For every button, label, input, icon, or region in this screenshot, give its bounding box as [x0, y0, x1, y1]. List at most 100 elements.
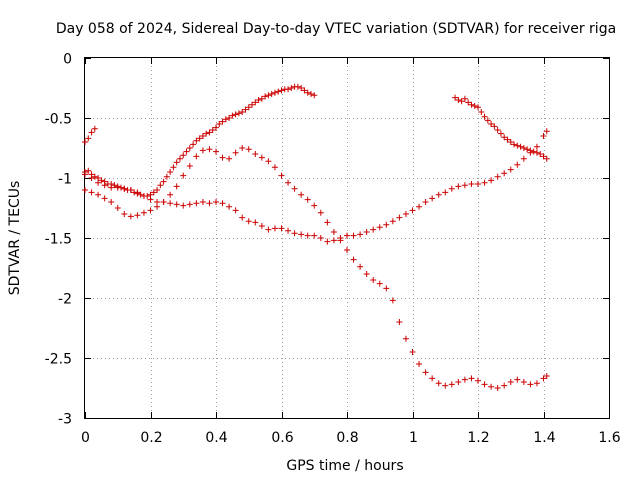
data-point — [213, 199, 219, 205]
data-point — [501, 134, 508, 141]
data-point — [258, 223, 265, 229]
data-point — [475, 181, 481, 187]
data-point — [298, 231, 305, 238]
data-point — [298, 85, 305, 91]
data-point — [147, 207, 154, 214]
data-point — [232, 207, 239, 214]
data-point — [370, 226, 377, 233]
data-point — [294, 83, 301, 90]
data-point — [196, 135, 203, 142]
data-point — [429, 195, 436, 202]
data-point — [232, 149, 239, 156]
satellite-track-4 — [82, 128, 550, 245]
data-point — [452, 94, 459, 101]
data-point — [461, 182, 468, 189]
data-point — [533, 143, 540, 150]
data-point — [140, 193, 147, 199]
data-point — [324, 238, 331, 245]
data-point — [461, 376, 468, 383]
data-point — [494, 127, 501, 133]
data-point — [468, 181, 475, 187]
data-point — [193, 200, 200, 207]
data-point — [311, 202, 318, 209]
data-point — [497, 130, 504, 137]
data-point — [154, 187, 161, 193]
data-point — [396, 214, 403, 221]
data-point — [245, 146, 252, 153]
data-point — [134, 189, 141, 196]
x-tick-label: 1.4 — [533, 430, 555, 446]
data-point — [170, 164, 177, 171]
data-point — [370, 277, 377, 283]
data-point — [507, 139, 514, 145]
data-point — [301, 87, 308, 94]
data-point — [376, 224, 383, 231]
data-point — [540, 153, 547, 160]
data-point — [258, 95, 265, 102]
data-point — [383, 221, 390, 228]
x-tick-labels: 0 0.2 0.4 0.6 0.8 1 1.2 1.4 1.6 — [81, 430, 621, 446]
data-point — [501, 170, 508, 177]
data-point — [278, 87, 285, 94]
data-point — [514, 142, 521, 149]
data-point — [173, 201, 180, 208]
data-point — [409, 349, 416, 355]
data-point — [504, 136, 511, 143]
data-point — [494, 385, 501, 391]
x-tick-label: 0.4 — [205, 430, 227, 446]
data-point — [389, 297, 396, 304]
data-point — [160, 199, 167, 205]
data-point — [213, 148, 219, 155]
data-point — [219, 118, 226, 125]
x-axis-label: GPS time / hours — [286, 458, 403, 474]
data-point — [363, 271, 370, 277]
data-point — [448, 381, 455, 388]
x-tick-label: 0.2 — [140, 430, 162, 446]
data-point — [167, 200, 174, 207]
data-point — [311, 232, 318, 239]
data-point — [127, 213, 134, 220]
data-point — [167, 169, 174, 175]
x-tick-label: 1.6 — [598, 430, 620, 446]
data-point — [330, 229, 337, 235]
data-point — [101, 195, 108, 202]
data-point — [533, 149, 540, 156]
data-point — [140, 209, 147, 216]
data-point — [409, 207, 416, 214]
data-point — [468, 101, 475, 108]
data-point — [357, 263, 364, 270]
data-point — [239, 145, 246, 151]
data-point — [448, 185, 455, 192]
data-point — [455, 183, 462, 190]
data-point — [317, 209, 324, 216]
data-point — [350, 232, 357, 239]
data-point — [416, 361, 423, 367]
data-point — [121, 211, 128, 217]
satellite-track-3 — [82, 145, 550, 391]
y-axis-label: SDTVAR / TECUs — [7, 181, 23, 296]
data-point — [176, 155, 183, 162]
data-point — [478, 109, 485, 115]
data-point — [543, 373, 550, 379]
x-tick-label: 0.8 — [336, 430, 358, 446]
data-point — [252, 151, 259, 157]
data-point — [507, 379, 514, 385]
data-point — [183, 148, 190, 155]
data-point — [540, 133, 547, 139]
satellite-track-5 — [452, 94, 550, 162]
y-tick-label: -0.5 — [45, 112, 72, 128]
satellite-track-2 — [82, 83, 318, 199]
data-point — [278, 225, 285, 232]
data-point — [422, 369, 429, 376]
data-point — [252, 99, 259, 106]
data-point — [85, 167, 92, 174]
data-point — [222, 116, 229, 123]
data-point — [520, 379, 527, 385]
data-point — [285, 227, 292, 234]
data-point — [252, 219, 259, 226]
data-point — [540, 375, 547, 382]
data-point — [324, 219, 331, 226]
data-point — [255, 97, 262, 103]
data-point — [471, 103, 478, 109]
